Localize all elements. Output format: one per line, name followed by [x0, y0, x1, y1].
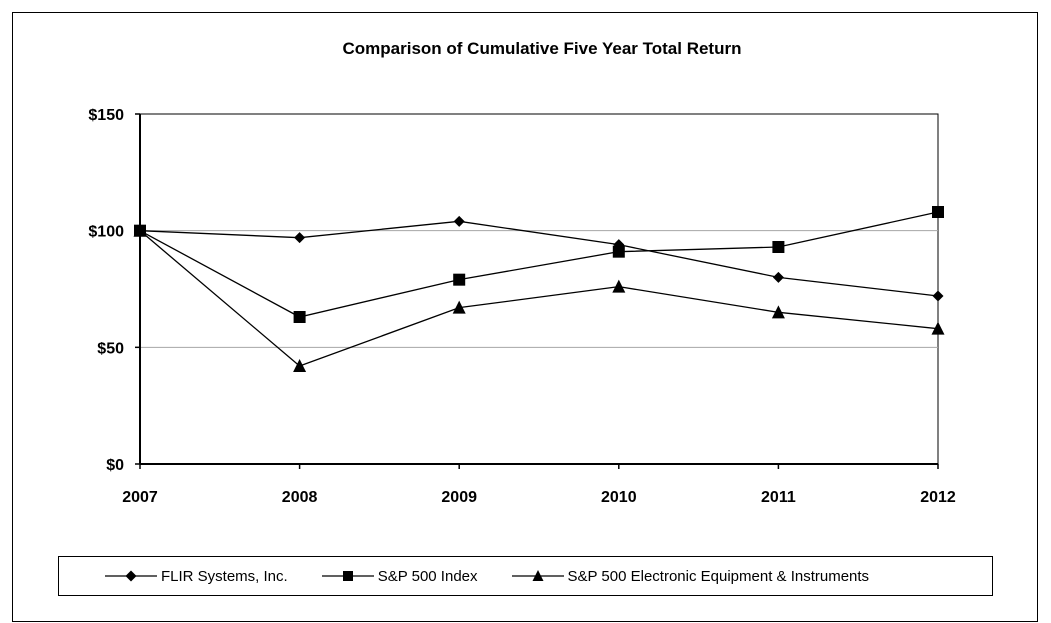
chart-title: Comparison of Cumulative Five Year Total…	[343, 39, 742, 58]
chart-legend: FLIR Systems, Inc. S&P 500 Index S&P 500…	[58, 556, 993, 596]
series-line	[139, 220, 939, 297]
data-point-triangle	[931, 321, 945, 335]
series-lines	[133, 206, 945, 372]
x-tick-label: 2011	[761, 489, 796, 506]
data-point-square	[293, 311, 306, 323]
data-point-diamond	[772, 271, 784, 283]
diamond-marker-icon	[105, 570, 157, 582]
y-axis-ticks: $0 $50 $100 $150	[88, 107, 140, 474]
series-line	[139, 211, 939, 318]
data-point-triangle	[452, 300, 466, 314]
y-tick-label: $100	[88, 224, 124, 241]
data-point-triangle	[133, 223, 147, 237]
legend-label: S&P 500 Electronic Equipment & Instrumen…	[567, 567, 870, 585]
triangle-marker-icon	[511, 570, 564, 581]
legend-item-sp500-electronic: S&P 500 Electronic Equipment & Instrumen…	[511, 567, 870, 585]
data-point-diamond	[932, 290, 944, 302]
y-tick-label: $50	[97, 340, 124, 357]
data-point-diamond	[453, 215, 465, 227]
x-tick-label: 2007	[122, 489, 158, 506]
gridlines	[140, 230, 938, 348]
data-point-triangle	[612, 279, 626, 293]
data-point-square	[772, 241, 785, 253]
legend-item-flir: FLIR Systems, Inc.	[105, 568, 288, 585]
x-tick-label: 2010	[601, 489, 637, 506]
legend-item-sp500: S&P 500 Index	[321, 567, 478, 585]
data-point-triangle	[293, 359, 307, 372]
x-tick-label: 2009	[441, 489, 477, 506]
x-axis-ticks: 2007 2008 2009 2010 2011 2012	[122, 464, 956, 506]
series-line	[139, 230, 939, 367]
x-tick-label: 2012	[920, 489, 956, 506]
y-tick-label: $0	[106, 457, 124, 474]
data-point-square	[932, 206, 944, 218]
data-point-diamond	[294, 232, 306, 244]
data-point-square	[612, 245, 625, 258]
plot-area	[139, 113, 939, 465]
data-point-square	[453, 273, 466, 286]
y-tick-label: $150	[88, 107, 124, 124]
legend-label: S&P 500 Index	[377, 567, 478, 585]
square-marker-icon	[321, 571, 374, 581]
series-triangle	[133, 223, 945, 372]
legend-label: FLIR Systems, Inc.	[161, 567, 288, 585]
x-tick-label: 2008	[282, 489, 318, 506]
data-point-triangle	[771, 305, 785, 319]
axes	[139, 114, 938, 465]
